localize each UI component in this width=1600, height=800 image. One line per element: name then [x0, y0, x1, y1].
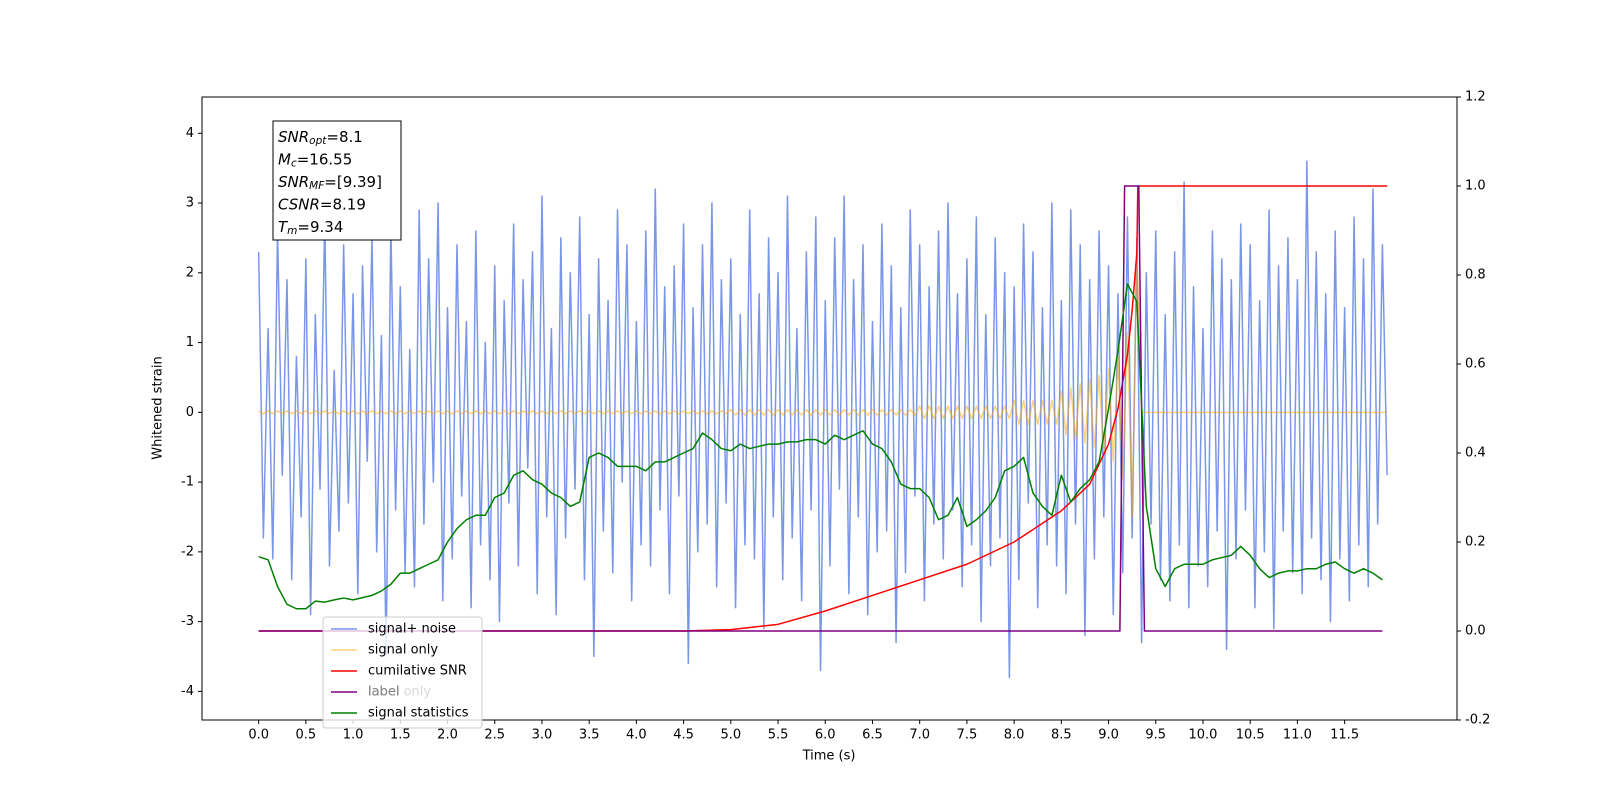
- y2-tick-label: 0.0: [1465, 624, 1486, 639]
- annotation: SNRMF=[9.39]: [278, 173, 382, 193]
- x-tick-label: 3.0: [532, 728, 553, 743]
- annotation-symbol: SNR: [278, 128, 309, 146]
- annotation-symbol: SNR: [278, 173, 309, 191]
- y-tick-label: 3: [186, 196, 194, 211]
- x-tick-label: 5.5: [768, 728, 789, 743]
- y-tick-label: 0: [186, 405, 194, 420]
- x-tick-label: 5.0: [720, 728, 741, 743]
- x-tick-label: 3.5: [579, 728, 600, 743]
- y2-tick-label: 1.2: [1465, 90, 1486, 105]
- series-line: [257, 160, 1388, 679]
- y-tick-label: -4: [181, 684, 194, 699]
- x-tick-label: 8.5: [1051, 728, 1072, 743]
- annotation-box: [272, 120, 402, 241]
- y-tick-label: -3: [181, 614, 194, 629]
- legend-label: signal+ noise: [368, 622, 456, 637]
- series-line: [258, 251, 1388, 518]
- x-tick-label: 11.5: [1330, 728, 1359, 743]
- annotation-text: =9.34: [297, 218, 343, 236]
- y-tick-label: -1: [181, 475, 194, 490]
- y2-tick-label: 1.0: [1465, 179, 1486, 194]
- y2-tick-label: 0.2: [1465, 535, 1486, 550]
- y2-tick-label: 0.8: [1465, 268, 1486, 283]
- series-line: [258, 185, 1388, 632]
- legend-box: [322, 616, 483, 729]
- legend-label: signal statistics: [368, 706, 469, 721]
- annotation: Tm=9.34: [278, 218, 343, 238]
- y-tick-label: 4: [186, 126, 194, 141]
- x-tick-label: 11.0: [1283, 728, 1312, 743]
- x-tick-label: 1.5: [390, 728, 411, 743]
- annotation: Mc=16.55: [278, 150, 352, 170]
- annotation-subscript: MF: [309, 180, 325, 192]
- annotation-text: =8.19: [320, 195, 366, 213]
- series-line: [258, 283, 1383, 610]
- annotation-symbol: T: [278, 218, 289, 236]
- plot-area: [257, 160, 1388, 679]
- x-tick-label: 6.5: [862, 728, 883, 743]
- y-tick-label: -2: [181, 544, 194, 559]
- x-tick-label: 0.5: [296, 728, 317, 743]
- x-tick-label: 7.5: [957, 728, 978, 743]
- legend-label: signal only: [368, 643, 438, 658]
- axes-frame: [201, 96, 1458, 721]
- y-tick-label: 1: [186, 335, 194, 350]
- annotation-subscript: c: [291, 158, 297, 170]
- x-tick-label: 7.0: [909, 728, 930, 743]
- annotation-text: =[9.39]: [324, 173, 382, 191]
- x-tick-label: 6.0: [815, 728, 836, 743]
- annotation-text: =16.55: [297, 150, 353, 168]
- x-tick-label: 10.5: [1236, 728, 1265, 743]
- x-tick-label: 2.5: [484, 728, 505, 743]
- annotation: SNRopt=8.1: [278, 128, 363, 148]
- x-tick-label: 9.5: [1145, 728, 1166, 743]
- annotation-subscript: m: [287, 225, 297, 237]
- x-tick-label: 0.0: [248, 728, 269, 743]
- x-tick-label: 4.5: [673, 728, 694, 743]
- y2-tick-label: 0.6: [1465, 357, 1486, 372]
- y2-tick-label: -0.2: [1465, 713, 1490, 728]
- y2-tick-label: 0.4: [1465, 446, 1486, 461]
- annotation-subscript: opt: [309, 135, 327, 147]
- x-tick-label: 2.0: [437, 728, 458, 743]
- legend-overlay: label only: [368, 685, 431, 700]
- annotation: CSNR=8.19: [278, 195, 366, 213]
- annotation-text: =8.1: [326, 128, 362, 146]
- legend-label: label: [368, 685, 399, 700]
- y-tick-label: 2: [186, 265, 194, 280]
- annotation-symbol: CSNR: [278, 195, 320, 213]
- x-tick-label: 9.0: [1098, 728, 1119, 743]
- x-tick-label: 10.0: [1189, 728, 1218, 743]
- x-tick-label: 8.0: [1004, 728, 1025, 743]
- x-axis-label: Time (s): [802, 749, 856, 764]
- legend-label: cumilative SNR: [368, 664, 467, 679]
- y-axis-label: Whitened strain: [151, 356, 166, 459]
- x-tick-label: 4.0: [626, 728, 647, 743]
- series-line: [258, 185, 1383, 632]
- x-tick-label: 1.0: [343, 728, 364, 743]
- annotation-symbol: M: [278, 150, 291, 168]
